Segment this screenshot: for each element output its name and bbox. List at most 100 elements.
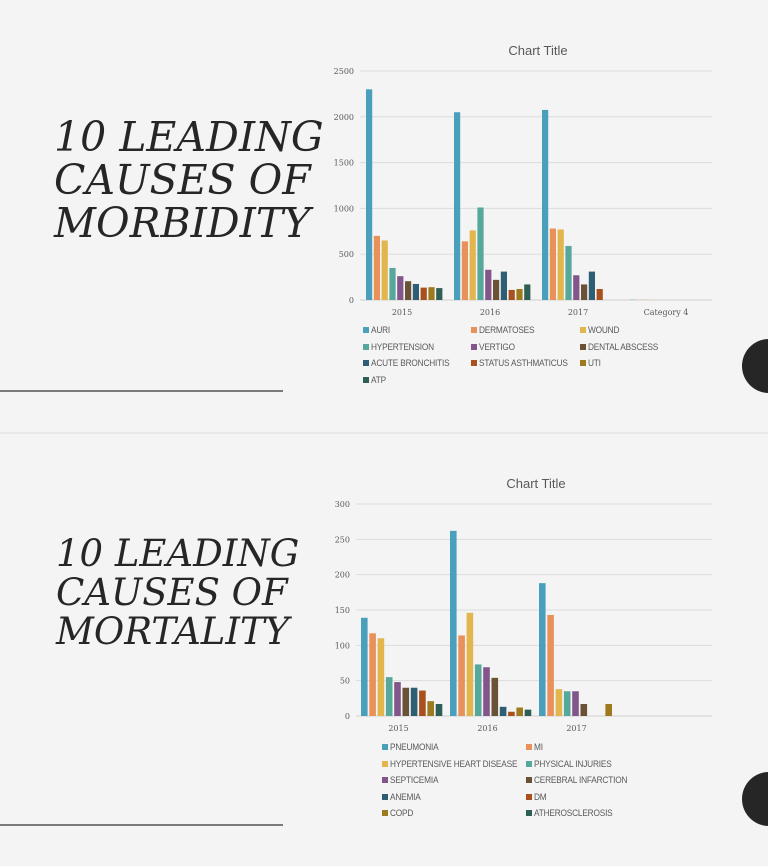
bar — [469, 230, 476, 300]
bar — [461, 241, 468, 300]
x-category-label: 2017 — [568, 308, 588, 317]
x-category-label: 2016 — [480, 308, 500, 317]
bar — [485, 269, 492, 300]
morbidity-bar-chart: Chart Title 0 500 1000 1500 2000 2500 2015 2016 2… — [330, 38, 720, 323]
bar — [435, 703, 443, 716]
legend-swatch — [382, 793, 388, 800]
bar — [605, 703, 612, 716]
bar — [524, 709, 532, 716]
legend-swatch — [382, 744, 388, 750]
bar — [508, 711, 515, 716]
bar — [477, 207, 484, 300]
bar — [516, 707, 523, 716]
y-tick-label: 300 — [335, 500, 350, 509]
chart-plot: Chart Title 0 500 1000 1500 2000 2500 2015 2016 2… — [334, 43, 712, 317]
bar — [596, 289, 603, 300]
bar — [474, 664, 482, 716]
legend-item: COPD — [382, 808, 415, 818]
legend-item: DM — [526, 792, 548, 802]
bar — [516, 289, 523, 300]
bar — [542, 109, 549, 301]
legend-label: PNEUMONIA — [390, 742, 439, 752]
legend-item: HYPERTENSIVE HEART DISEASE — [382, 759, 528, 769]
bar — [419, 690, 426, 716]
legend-label: DERMATOSES — [479, 325, 535, 335]
bar — [580, 703, 588, 716]
bar — [369, 633, 376, 716]
legend-label: HYPERTENSION — [371, 341, 434, 352]
legend-swatch — [526, 810, 532, 816]
legend-swatch — [526, 744, 532, 750]
heading-line: 10 LEADING — [54, 113, 324, 161]
legend-item: AURI — [363, 325, 392, 335]
y-tick-label: 0 — [349, 296, 354, 305]
legend-swatch — [363, 343, 369, 350]
bar — [581, 284, 588, 300]
bar — [565, 245, 572, 300]
heading-line: CAUSES OF — [54, 156, 311, 204]
legend-label: PHYSICAL INJURIES — [534, 758, 612, 769]
legend-item: PNEUMONIA — [382, 742, 443, 752]
bar — [366, 89, 373, 300]
legend-item: UTI — [580, 358, 602, 368]
bar — [547, 614, 554, 716]
legend-swatch — [471, 343, 477, 350]
legend-item: PHYSICAL INJURIES — [526, 759, 618, 769]
decorative-circle — [742, 772, 768, 826]
bar — [454, 112, 461, 300]
legend-item: MI — [526, 742, 544, 752]
x-category-label: Category 4 — [644, 308, 689, 317]
bar — [412, 283, 419, 300]
legend-item: ATP — [363, 375, 387, 385]
legend-item: ACUTE BRONCHITIS — [363, 358, 456, 368]
x-category-label: 2015 — [392, 308, 412, 317]
slide-morbidity: 10 LEADING CAUSES OF MORBIDITY Chart Tit… — [0, 0, 768, 432]
legend-label: ANEMIA — [390, 791, 421, 802]
legend-label: VERTIGO — [479, 341, 515, 352]
y-tick-label: 1000 — [334, 204, 354, 213]
bar — [557, 229, 564, 300]
bar — [555, 689, 563, 716]
y-tick-label: 2500 — [334, 67, 354, 76]
bar — [588, 271, 595, 300]
bar — [572, 691, 579, 716]
bar — [499, 706, 507, 716]
bar — [563, 691, 571, 716]
bar — [410, 687, 418, 716]
bar — [428, 287, 435, 300]
heading-line: CAUSES OF — [56, 571, 288, 614]
legend-swatch — [526, 793, 532, 800]
bar — [361, 617, 368, 716]
bar — [373, 235, 380, 300]
bar — [483, 667, 490, 716]
legend-swatch — [382, 810, 388, 816]
x-category-label: 2017 — [566, 724, 586, 733]
bar — [458, 635, 465, 716]
chart-legend: AURI DERMATOSES WOUND HYPERTENSION VERTIGO DE… — [363, 325, 683, 389]
bar — [500, 271, 507, 300]
bar — [493, 279, 500, 300]
legend-swatch — [382, 760, 388, 767]
heading-line: 10 LEADING — [56, 532, 300, 575]
bar — [508, 289, 515, 300]
legend-label: ATP — [371, 374, 386, 385]
chart-title: Chart Title — [508, 43, 567, 58]
decorative-circle — [742, 339, 768, 393]
y-tick-label: 150 — [335, 606, 350, 615]
bar — [524, 284, 531, 300]
heading-line: MORBIDITY — [54, 199, 311, 247]
bar — [450, 530, 457, 716]
bar — [420, 287, 427, 300]
bar — [436, 288, 443, 300]
bar — [549, 228, 556, 300]
legend-swatch — [471, 327, 477, 333]
y-tick-label: 50 — [340, 677, 350, 686]
legend-item: DERMATOSES — [471, 325, 539, 335]
bar — [394, 682, 401, 716]
heading-line: MORTALITY — [56, 610, 290, 653]
legend-label: CEREBRAL INFARCTION — [534, 775, 628, 785]
bar — [539, 583, 546, 716]
chart-legend: PNEUMONIA MI HYPERTENSIVE HEART DISEASE PHY… — [382, 742, 672, 824]
legend-label: COPD — [390, 808, 414, 818]
legend-label: STATUS ASTHMATICUS — [479, 358, 568, 368]
